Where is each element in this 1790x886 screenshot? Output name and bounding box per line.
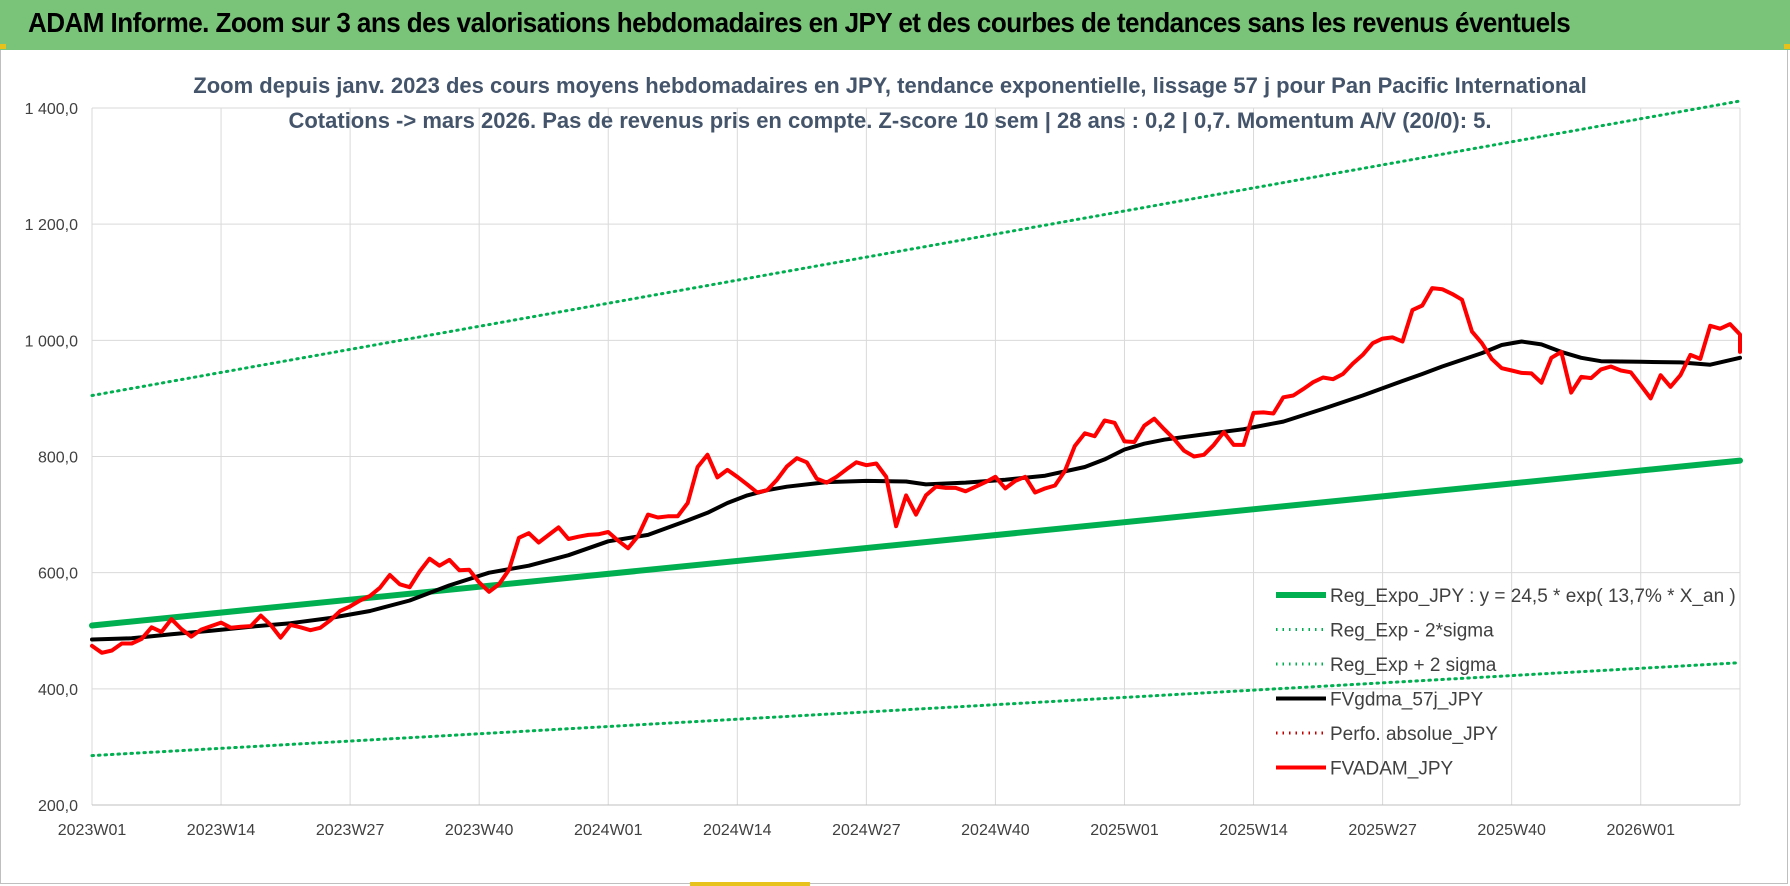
x-tick-label: 2024W01 <box>574 822 643 839</box>
x-tick-label: 2026W01 <box>1606 822 1675 839</box>
chart-subtitle-line1: Zoom depuis janv. 2023 des cours moyens … <box>193 73 1586 98</box>
legend: Reg_Expo_JPY : y = 24,5 * exp( 13,7% * X… <box>1276 586 1736 780</box>
y-tick-label: 1 000,0 <box>25 333 78 350</box>
y-tick-label: 400,0 <box>38 682 78 699</box>
x-tick-label: 2025W14 <box>1219 822 1288 839</box>
corner-accent <box>0 44 6 49</box>
series-lines <box>89 99 1743 758</box>
legend-label: FVADAM_JPY <box>1330 759 1454 780</box>
gridlines <box>91 107 1741 806</box>
x-tick-label: 2023W40 <box>445 822 514 839</box>
y-tick-label: 1 200,0 <box>25 217 78 234</box>
title-banner: ADAM Informe. Zoom sur 3 ans des valoris… <box>0 0 1790 50</box>
bottom-accent <box>690 882 810 886</box>
x-tick-label: 2025W40 <box>1477 822 1546 839</box>
legend-label: Reg_Exp + 2 sigma <box>1330 655 1497 676</box>
corner-accent <box>1784 44 1790 49</box>
series-line <box>90 661 1742 758</box>
x-tick-label: 2023W27 <box>316 822 385 839</box>
series-line <box>90 286 1742 655</box>
x-tick-label: 2024W40 <box>961 822 1030 839</box>
chart-subtitle-line2: Cotations -> mars 2026. Pas de revenus p… <box>288 108 1491 133</box>
y-tick-label: 800,0 <box>38 450 78 467</box>
x-tick-label: 2024W14 <box>703 822 772 839</box>
x-tick-label: 2023W01 <box>58 822 127 839</box>
x-tick-label: 2025W01 <box>1090 822 1159 839</box>
y-axis: 200,0 400,0 600,0 800,0 1 000,0 1 200,0 1 400,… <box>25 101 78 815</box>
legend-label: FVgdma_57j_JPY <box>1330 690 1483 711</box>
legend-label: Reg_Expo_JPY : y = 24,5 * exp( 13,7% * X… <box>1330 586 1736 607</box>
y-tick-label: 200,0 <box>38 798 78 815</box>
page-title: ADAM Informe. Zoom sur 3 ans des valoris… <box>28 7 1571 38</box>
x-tick-label: 2023W14 <box>187 822 256 839</box>
series-line <box>90 99 1742 397</box>
x-tick-label: 2025W27 <box>1348 822 1417 839</box>
x-tick-label: 2024W27 <box>832 822 901 839</box>
legend-label: Perfo. absolue_JPY <box>1330 724 1498 745</box>
x-axis: 2023W01 2023W14 2023W27 2023W40 2024W01 2024W… <box>58 804 1740 839</box>
legend-label: Reg_Exp - 2*sigma <box>1330 621 1494 642</box>
y-tick-label: 600,0 <box>38 566 78 583</box>
y-tick-label: 1 400,0 <box>25 101 78 118</box>
